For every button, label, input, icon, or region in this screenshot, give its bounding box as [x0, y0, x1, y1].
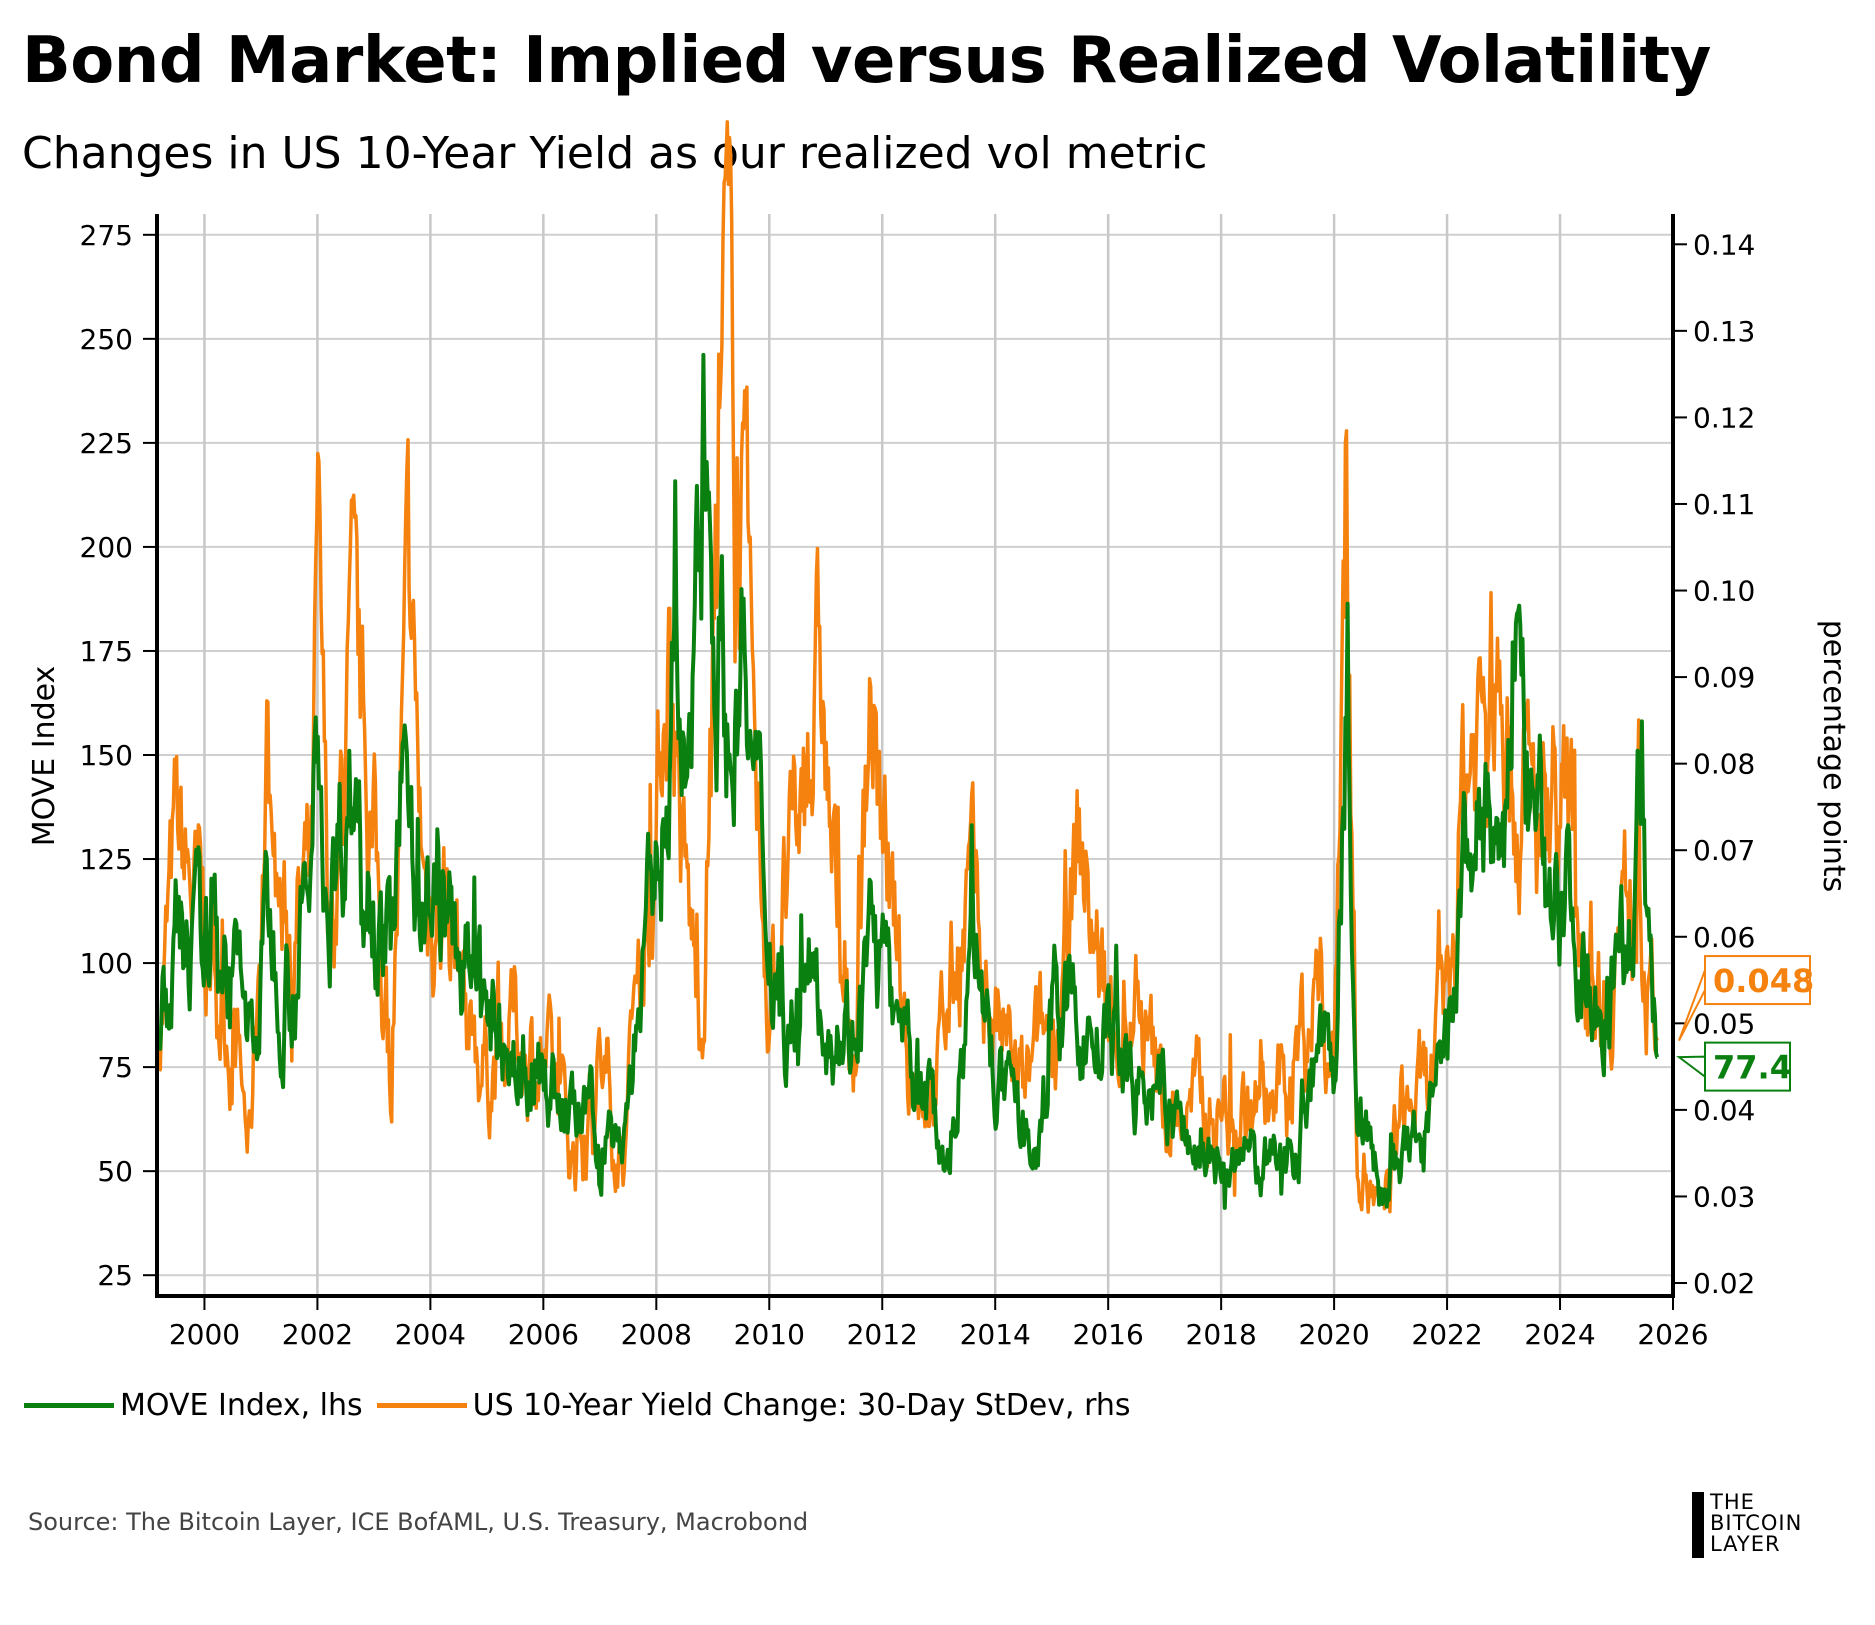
y2-tick-label: 0.09 [1693, 661, 1755, 694]
y-tick-label: 125 [80, 843, 133, 876]
last-value-label-yield: 0.048 [1713, 962, 1814, 1000]
x-tick-label: 2024 [1524, 1318, 1595, 1351]
last-value-label-move: 77.4 [1713, 1049, 1792, 1087]
y-tick-label: 75 [97, 1051, 133, 1084]
legend-label-yield: US 10-Year Yield Change: 30-Day StDev, r… [472, 1388, 1131, 1423]
x-tick-label: 2022 [1411, 1318, 1482, 1351]
last-value-label-move-box [1704, 1041, 1791, 1092]
y-tick-label: 175 [80, 635, 133, 668]
y2-tick-label: 0.07 [1693, 834, 1755, 867]
legend-swatch-yield [376, 1403, 467, 1408]
legend-item-move: MOVE Index, lhs [24, 1388, 363, 1423]
y2-tick-label: 0.11 [1693, 488, 1755, 521]
legend-label-move: MOVE Index, lhs [120, 1388, 363, 1423]
logo-text: LAYER [1710, 1532, 1781, 1556]
y2-tick-label: 0.06 [1693, 921, 1755, 954]
source-note: Source: The Bitcoin Layer, ICE BofAML, U… [28, 1508, 809, 1536]
x-tick-label: 2026 [1637, 1318, 1708, 1351]
y-tick-label: 275 [80, 219, 133, 252]
y-tick-label: 250 [80, 323, 133, 356]
x-tick-label: 2010 [734, 1318, 805, 1351]
y-tick-label: 25 [97, 1259, 133, 1292]
y2-tick-label: 0.05 [1693, 1007, 1755, 1040]
chart-title: Bond Market: Implied versus Realized Vol… [22, 24, 1711, 98]
series-line-move-index [157, 352, 1660, 1210]
y2-tick-label: 0.12 [1693, 401, 1755, 434]
x-tick-label: 2008 [621, 1318, 692, 1351]
logo-text: BITCOIN [1710, 1511, 1803, 1535]
x-tick-label: 2016 [1073, 1318, 1144, 1351]
x-tick-label: 2020 [1298, 1318, 1369, 1351]
logo-text: THE [1710, 1490, 1755, 1514]
y2-tick-label: 0.10 [1693, 575, 1755, 608]
x-tick-label: 2006 [508, 1318, 579, 1351]
legend-swatch-move [24, 1403, 114, 1408]
y-tick-label: 100 [80, 947, 133, 980]
x-tick-label: 2018 [1186, 1318, 1257, 1351]
y-tick-label: 225 [80, 427, 133, 460]
x-tick-label: 2012 [847, 1318, 918, 1351]
x-tick-label: 2000 [169, 1318, 240, 1351]
y2-axis-title: percentage points [1816, 620, 1851, 892]
last-value-label-move-pointer [1676, 1055, 1706, 1079]
y2-tick-label: 0.08 [1693, 748, 1755, 781]
y-tick-label: 200 [80, 531, 133, 564]
x-tick-label: 2004 [395, 1318, 466, 1351]
y2-tick-label: 0.04 [1693, 1094, 1755, 1127]
x-tick-label: 2002 [282, 1318, 353, 1351]
y-tick-label: 50 [97, 1155, 133, 1188]
y2-tick-label: 0.02 [1693, 1267, 1755, 1300]
y-tick-label: 150 [80, 739, 133, 772]
legend-item-yield: US 10-Year Yield Change: 30-Day StDev, r… [376, 1388, 1131, 1423]
series-line-yield-stdev [157, 120, 1659, 1214]
y2-tick-label: 0.14 [1693, 228, 1755, 261]
y2-tick-label: 0.13 [1693, 315, 1755, 348]
x-tick-label: 2014 [960, 1318, 1031, 1351]
y2-tick-label: 0.03 [1693, 1180, 1755, 1213]
chart-subtitle: Changes in US 10-Year Yield as our reali… [22, 128, 1208, 179]
last-value-label-yield-box [1704, 955, 1811, 1006]
legend: MOVE Index, lhs US 10-Year Yield Change:… [24, 1388, 1145, 1423]
y-axis-title: MOVE Index [27, 666, 62, 847]
logo-bar-icon [1692, 1492, 1704, 1558]
bitcoin-layer-logo: THE BITCOIN LAYER [1692, 1492, 1802, 1558]
